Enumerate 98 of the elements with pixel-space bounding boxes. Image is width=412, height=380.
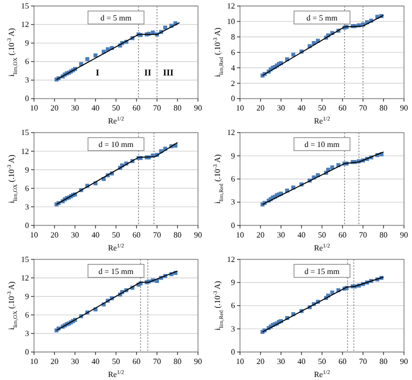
x-tick-label: 40	[298, 230, 306, 240]
x-tick-label: 20	[256, 230, 264, 240]
x-tick-label: 80	[380, 104, 388, 113]
x-axis-title: Re$^{1/2}$	[108, 243, 124, 252]
x-tick-label: 70	[359, 230, 367, 240]
x-tick-label: 30	[71, 104, 79, 113]
x-tick-label: 60	[338, 357, 346, 366]
x-tick-label: 20	[50, 104, 58, 113]
x-tick-label: 50	[318, 104, 326, 113]
x-tick-label: 80	[174, 230, 182, 240]
y-tick-label: 12	[227, 254, 235, 264]
annotation: d = 5 mm	[306, 14, 338, 22]
x-tick-label: 20	[50, 230, 58, 240]
x-tick-label: 70	[153, 104, 161, 113]
x-tick-label: 80	[380, 357, 388, 366]
x-tick-label: 40	[92, 357, 100, 366]
y-tick-label: 3	[231, 324, 235, 334]
annotation: d = 5 mm	[100, 14, 132, 22]
y-tick-label: 10	[227, 17, 235, 26]
x-tick-label: 50	[112, 230, 120, 240]
y-tick-label: 12	[227, 128, 235, 138]
y-tick-label: 8	[231, 32, 235, 42]
y-tick-label: 4	[231, 63, 235, 72]
x-tick-label: 90	[194, 357, 202, 366]
x-tick-label: 40	[298, 104, 306, 113]
x-tick-label: 90	[400, 230, 408, 240]
x-axis-title: Re$^{1/2}$	[314, 243, 330, 252]
y-tick-label: 0	[25, 348, 29, 357]
x-tick-label: 40	[92, 230, 100, 240]
y-tick-label: 9	[231, 151, 235, 160]
x-tick-label: 30	[71, 357, 79, 366]
y-tick-label: 6	[231, 174, 235, 184]
x-tick-label: 30	[277, 104, 285, 113]
x-axis-title: Re$^{1/2}$	[108, 116, 124, 126]
y-tick-label: 3	[25, 76, 29, 85]
x-tick-label: 70	[359, 357, 367, 366]
x-axis-title: Re$^{1/2}$	[314, 116, 330, 126]
y-tick-label: 0	[25, 94, 29, 104]
y-tick-label: 12	[21, 146, 29, 156]
y-tick-label: 0	[231, 94, 235, 104]
annotation: d = 10 mm	[304, 140, 340, 150]
x-axis-title: Re$^{1/2}$	[314, 370, 330, 379]
x-tick-label: 50	[112, 357, 120, 366]
x-axis-title: Re$^{1/2}$	[108, 370, 124, 379]
annotation: I	[96, 68, 100, 78]
x-tick-label: 90	[400, 104, 408, 113]
y-tick-label: 3	[231, 198, 235, 207]
y-tick-label: 6	[231, 301, 235, 310]
x-tick-label: 50	[112, 104, 120, 113]
x-tick-label: 50	[318, 230, 326, 240]
y-tick-label: 0	[231, 220, 235, 230]
x-tick-label: 40	[92, 104, 100, 113]
y-tick-label: 15	[21, 128, 29, 138]
annotation: d = 15 mm	[304, 266, 340, 276]
y-tick-label: 3	[25, 202, 29, 212]
y-tick-label: 9	[25, 165, 29, 174]
x-tick-label: 90	[400, 357, 408, 366]
x-tick-label: 60	[338, 104, 346, 113]
y-tick-label: 15	[21, 254, 29, 264]
y-tick-label: 6	[25, 310, 29, 320]
y-tick-label: 9	[25, 38, 29, 48]
x-tick-label: 60	[132, 357, 140, 366]
y-tick-label: 3	[25, 329, 29, 338]
y-tick-label: 15	[21, 2, 29, 11]
x-tick-label: 20	[50, 357, 58, 366]
annotation: d = 10 mm	[98, 140, 134, 150]
x-tick-label: 50	[318, 357, 326, 366]
y-tick-label: 6	[25, 184, 29, 193]
x-tick-label: 60	[132, 230, 140, 240]
x-tick-label: 20	[256, 357, 264, 366]
x-tick-label: 70	[153, 357, 161, 366]
x-tick-label: 30	[71, 230, 79, 240]
x-tick-label: 80	[380, 230, 388, 240]
x-tick-label: 60	[338, 230, 346, 240]
x-tick-label: 90	[194, 230, 202, 240]
y-tick-label: 9	[231, 278, 235, 288]
x-tick-label: 80	[174, 357, 182, 366]
y-tick-label: 12	[21, 273, 29, 282]
annotation: d = 15 mm	[98, 266, 134, 276]
x-tick-label: 30	[277, 357, 285, 366]
x-tick-label: 70	[359, 104, 367, 113]
annotation: II	[144, 68, 152, 78]
x-tick-label: 60	[132, 104, 140, 113]
x-tick-label: 80	[174, 104, 182, 113]
y-tick-label: 6	[231, 48, 235, 57]
x-tick-label: 40	[298, 357, 306, 366]
y-tick-label: 0	[25, 220, 29, 230]
x-tick-label: 70	[153, 230, 161, 240]
y-tick-label: 0	[231, 348, 235, 357]
y-tick-label: 2	[231, 78, 235, 88]
x-tick-label: 30	[277, 230, 285, 240]
annotation: III	[163, 68, 174, 78]
y-tick-label: 6	[25, 57, 29, 66]
y-tick-label: 12	[227, 2, 235, 11]
x-tick-label: 90	[194, 104, 202, 113]
y-tick-label: 9	[25, 292, 29, 301]
x-tick-label: 20	[256, 104, 264, 113]
y-tick-label: 12	[21, 20, 29, 30]
